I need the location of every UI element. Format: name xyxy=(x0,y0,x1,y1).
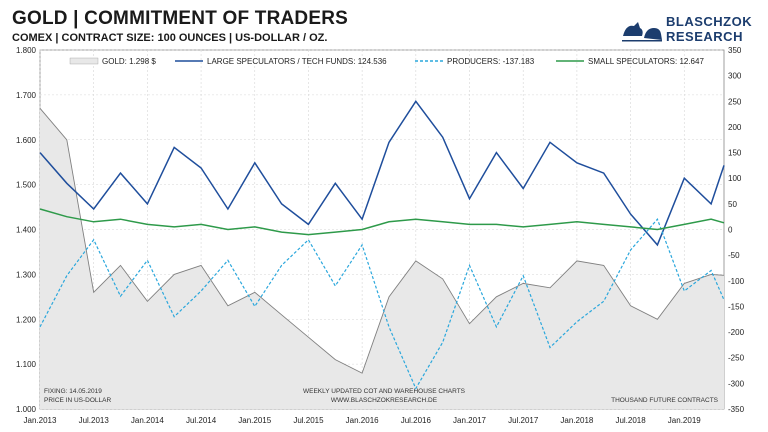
gold-line xyxy=(39,108,725,374)
x-tick-label: Jul.2014 xyxy=(186,416,217,425)
x-tick-label: Jan.2013 xyxy=(24,416,57,425)
y-right-tick-label: 200 xyxy=(728,123,742,132)
x-tick-label: Jul.2013 xyxy=(79,416,110,425)
x-tick-label: Jan.2014 xyxy=(131,416,164,425)
large-speculators-line xyxy=(39,99,725,247)
y-right-tick-label: -250 xyxy=(728,354,745,363)
y-left-tick-label: 1.500 xyxy=(16,181,37,190)
logo-text-line2: RESEARCH xyxy=(666,29,743,44)
page-subtitle: COMEX | CONTRACT SIZE: 100 OUNCES | US-D… xyxy=(12,32,328,44)
fixing-note: FIXING: 14.05.2019 xyxy=(44,388,102,395)
y-left-tick-label: 1.100 xyxy=(16,360,37,369)
small-speculators-line xyxy=(39,208,725,236)
legend-large-speculators-label: LARGE SPECULATORS / TECH FUNDS: 124.536 xyxy=(207,57,387,66)
y-left-tick-label: 1.800 xyxy=(16,46,37,55)
y-right-tick-label: 50 xyxy=(728,200,737,209)
y-right-tick-label: -100 xyxy=(728,277,745,286)
y-left-tick-label: 1.400 xyxy=(16,226,37,235)
x-tick-label: Jan.2016 xyxy=(346,416,379,425)
y-right-tick-label: -350 xyxy=(728,405,745,414)
y-right-tick-label: 250 xyxy=(728,97,742,106)
y-left-tick-label: 1.600 xyxy=(16,136,37,145)
y-left-tick-label: 1.000 xyxy=(16,405,37,414)
gold-area xyxy=(40,108,724,410)
bull-bear-logo-icon xyxy=(622,22,662,42)
y-right-tick-label: 300 xyxy=(728,72,742,81)
price-unit-note: PRICE IN US-DOLLAR xyxy=(44,397,111,404)
x-tick-label: Jan.2019 xyxy=(668,416,701,425)
x-tick-label: Jan.2015 xyxy=(238,416,271,425)
brand-logo: BLASCHZOK RESEARCH xyxy=(620,12,760,46)
unit-note: THOUSAND FUTURE CONTRACTS xyxy=(611,397,719,404)
page-title: GOLD | COMMITMENT OF TRADERS xyxy=(12,8,349,29)
x-tick-label: Jul.2016 xyxy=(401,416,432,425)
x-tick-label: Jul.2015 xyxy=(293,416,324,425)
y-right-tick-label: -50 xyxy=(728,251,740,260)
y-right-tick-label: -300 xyxy=(728,379,745,388)
y-right-tick-label: 150 xyxy=(728,149,742,158)
y-left-tick-label: 1.200 xyxy=(16,315,37,324)
logo-text-line1: BLASCHZOK xyxy=(666,14,753,29)
y-left-tick-label: 1.700 xyxy=(16,91,37,100)
y-right-tick-label: -150 xyxy=(728,302,745,311)
x-tick-label: Jan.2018 xyxy=(560,416,593,425)
y-left-tick-label: 1.300 xyxy=(16,270,37,279)
producers-line xyxy=(39,218,725,390)
legend-gold-label: GOLD: 1.298 $ xyxy=(102,57,156,66)
legend-gold-swatch xyxy=(69,57,99,65)
y-right-tick-label: 350 xyxy=(728,46,742,55)
x-tick-label: Jan.2017 xyxy=(453,416,486,425)
x-tick-label: Jul.2017 xyxy=(508,416,539,425)
website-note: WWW.BLASCHZOKRESEARCH.DE xyxy=(331,397,438,404)
y-right-tick-label: -200 xyxy=(728,328,745,337)
weekly-charts-note: WEEKLY UPDATED COT AND WAREHOUSE CHARTS xyxy=(303,388,466,395)
x-tick-label: Jul.2018 xyxy=(615,416,646,425)
y-right-tick-label: 100 xyxy=(728,174,742,183)
y-right-tick-label: 0 xyxy=(728,226,733,235)
legend-producers-label: PRODUCERS: -137.183 xyxy=(447,57,535,66)
legend-small-speculators-label: SMALL SPECULATORS: 12.647 xyxy=(588,57,704,66)
